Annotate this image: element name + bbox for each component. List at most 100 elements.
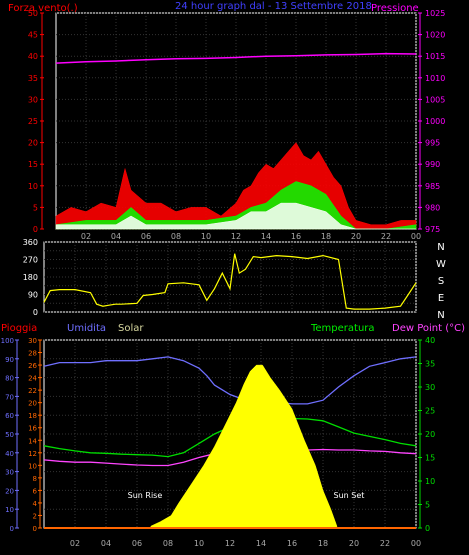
climate-x-tick-label: 02: [70, 539, 80, 548]
wind-x-tick-label: 10: [201, 232, 211, 241]
pressure-tick-label: 1025: [425, 9, 445, 18]
wind-x-tick-label: 12: [231, 232, 241, 241]
pressure-tick-label: 995: [425, 139, 440, 148]
rain-tick-label: 24: [28, 375, 37, 383]
climate-x-tick-label: 18: [318, 539, 328, 548]
wind-x-tick-label: 02: [81, 232, 91, 241]
pressure-axis-title: Pressione: [371, 3, 419, 14]
direction-tick-label: 360: [23, 238, 38, 247]
direction-tick-label: 180: [23, 273, 38, 282]
wind-tick-label: 10: [28, 182, 38, 191]
rain-tick-label: 18: [28, 412, 37, 420]
climate-series: [43, 356, 417, 529]
rain-tick-label: 28: [28, 350, 37, 358]
pressure-tick-label: 1015: [425, 52, 445, 61]
sun-rise-label: Sun Rise: [128, 491, 163, 500]
sun-annotations: Sun Rise Sun Set: [128, 491, 365, 500]
wind-tick-label: 35: [28, 74, 38, 83]
temperature-tick-label: 30: [425, 383, 435, 392]
humidity-tick-label: 70: [5, 393, 14, 401]
climate-x-tick-label: 22: [380, 539, 390, 548]
rain-tick-label: 16: [28, 425, 37, 433]
pressure-tick-label: 1020: [425, 31, 445, 40]
compass-label: N: [437, 310, 444, 321]
pressure-tick-label: 1005: [425, 95, 445, 104]
humidity-tick-label: 10: [5, 506, 14, 514]
humidity-axis-ticks: 0 10 20 30 40 50 60 70 80 90 100: [1, 337, 19, 533]
direction-tick-label: 0: [33, 308, 38, 317]
humidity-tick-label: 20: [5, 487, 14, 495]
wind-x-tick-label: 04: [111, 232, 121, 241]
solar-area: [150, 364, 338, 529]
sun-set-label: Sun Set: [333, 491, 364, 500]
wind-x-tick-label: 18: [321, 232, 331, 241]
rain-tick-label: 8: [33, 475, 37, 483]
wind-tick-label: 20: [28, 139, 38, 148]
temperature-tick-label: 5: [425, 501, 430, 510]
wind-tick-label: 50: [28, 9, 38, 18]
rain-tick-label: 0: [33, 525, 37, 533]
direction-tick-label: 90: [28, 291, 38, 300]
rain-tick-label: 10: [28, 462, 37, 470]
temperature-tick-label: 0: [425, 524, 430, 533]
pressure-tick-label: 990: [425, 160, 440, 169]
temperature-tick-label: 20: [425, 430, 435, 439]
temperature-tick-label: 25: [425, 407, 435, 416]
wind-tick-label: 45: [28, 31, 38, 40]
direction-series: [43, 253, 417, 310]
humidity-axis-title: Umidita: [67, 323, 106, 334]
climate-x-tick-label: 10: [194, 539, 204, 548]
wind-x-tick-label: 08: [171, 232, 181, 241]
chart-title: 24 hour graph dal - 13 Settembre 2018: [175, 1, 372, 12]
humidity-tick-label: 0: [10, 525, 14, 533]
rain-tick-label: 26: [28, 362, 37, 370]
wind-tick-label: 30: [28, 95, 38, 104]
wind-series: [55, 52, 417, 230]
rain-tick-label: 14: [28, 437, 37, 445]
compass-label: N: [437, 242, 444, 253]
direction-axis-ticks: 0 90 180 270 360: [23, 238, 38, 317]
rain-tick-label: 6: [33, 487, 38, 495]
wind-tick-label: 40: [28, 52, 38, 61]
rain-axis-title: Pioggia: [1, 323, 37, 334]
climate-x-tick-label: 06: [132, 539, 142, 548]
climate-x-tick-label: 12: [225, 539, 235, 548]
wind-x-tick-label: 22: [381, 232, 391, 241]
climate-x-tick-label: 08: [163, 539, 173, 548]
compass-label: E: [438, 293, 444, 304]
wind-x-tick-label: 06: [141, 232, 151, 241]
wind-tick-label: 25: [28, 117, 38, 126]
wind-x-tick-label: 14: [261, 232, 271, 241]
pressure-right-axis-ticks: 975 980 985 990 995 1000 1005 1010 1015 1020 1025: [418, 9, 445, 234]
temperature-axis-title: Temperatura: [310, 323, 375, 334]
wind-left-axis-ticks: 0 5 10 15 20 25 30 35 40 45 50: [28, 9, 44, 234]
avg-area: [55, 202, 416, 230]
climate-x-tick-label: 14: [256, 539, 266, 548]
wind-tick-label: 0: [33, 225, 38, 234]
temperature-tick-label: 10: [425, 477, 435, 486]
climate-x-tick-label: 04: [101, 539, 111, 548]
pressure-tick-label: 985: [425, 182, 440, 191]
dewpoint-axis-title: Dew Point (°C): [392, 323, 465, 334]
compass-label: S: [438, 276, 444, 287]
rain-tick-label: 20: [28, 400, 37, 408]
humidity-tick-label: 60: [5, 412, 14, 420]
temperature-tick-label: 35: [425, 360, 435, 369]
humidity-tick-label: 40: [5, 450, 14, 458]
humidity-tick-label: 80: [5, 375, 14, 383]
wind-x-tick-label: 00: [411, 232, 421, 241]
direction-tick-label: 270: [23, 256, 38, 265]
humidity-tick-label: 50: [5, 431, 14, 439]
rain-tick-label: 2: [33, 512, 37, 520]
rain-tick-label: 12: [28, 450, 37, 458]
climate-x-tick-label: 00: [411, 539, 421, 548]
rain-tick-label: 30: [28, 337, 37, 345]
pressure-tick-label: 1010: [425, 74, 445, 83]
humidity-tick-label: 30: [5, 469, 14, 477]
